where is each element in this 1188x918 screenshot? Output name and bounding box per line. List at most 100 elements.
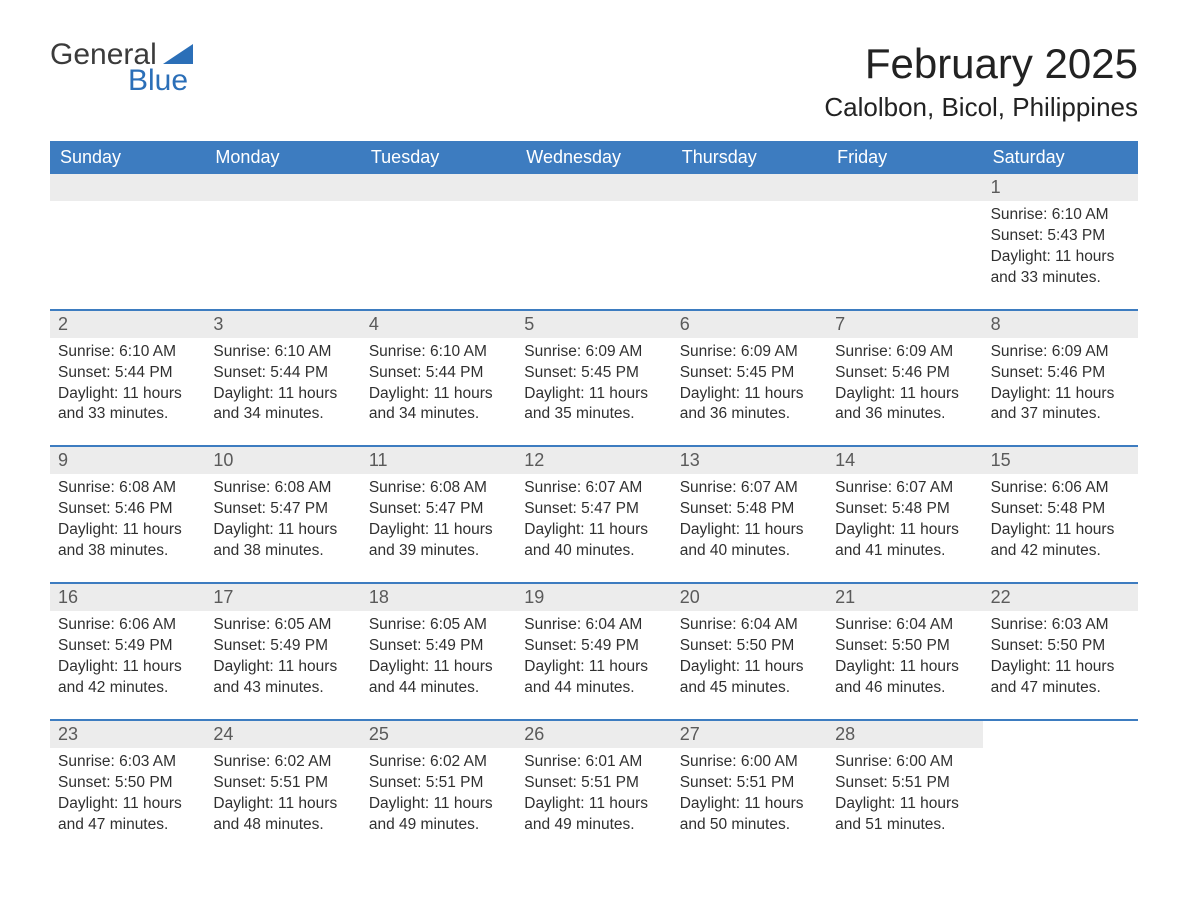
content-row: Sunrise: 6:03 AMSunset: 5:50 PMDaylight:… <box>50 748 1138 836</box>
day-content <box>205 201 360 289</box>
day-number: 23 <box>50 721 205 748</box>
day-number: 20 <box>672 584 827 611</box>
sunset-text: Sunset: 5:51 PM <box>369 773 508 794</box>
logo-triangle-icon <box>163 44 193 64</box>
day-number <box>827 174 982 201</box>
sunrise-text: Sunrise: 6:10 AM <box>213 342 352 363</box>
week-row: 1Sunrise: 6:10 AMSunset: 5:43 PMDaylight… <box>50 174 1138 289</box>
day-content <box>361 201 516 289</box>
sunset-text: Sunset: 5:49 PM <box>58 636 197 657</box>
daylight-text: Daylight: 11 hours and 38 minutes. <box>58 520 197 562</box>
day-content: Sunrise: 6:09 AMSunset: 5:45 PMDaylight:… <box>516 338 671 426</box>
day-number: 7 <box>827 311 982 338</box>
day-number <box>205 174 360 201</box>
daylight-text: Daylight: 11 hours and 40 minutes. <box>524 520 663 562</box>
daylight-text: Daylight: 11 hours and 47 minutes. <box>991 657 1130 699</box>
logo: General Blue <box>50 40 193 96</box>
daynum-strip: 9101112131415 <box>50 447 1138 474</box>
day-content: Sunrise: 6:03 AMSunset: 5:50 PMDaylight:… <box>983 611 1138 699</box>
sunrise-text: Sunrise: 6:03 AM <box>58 752 197 773</box>
weekday-cell: Friday <box>827 141 982 174</box>
day-number: 21 <box>827 584 982 611</box>
daylight-text: Daylight: 11 hours and 33 minutes. <box>58 384 197 426</box>
daylight-text: Daylight: 11 hours and 36 minutes. <box>680 384 819 426</box>
day-number: 10 <box>205 447 360 474</box>
day-number: 16 <box>50 584 205 611</box>
day-number: 6 <box>672 311 827 338</box>
logo-text-blue: Blue <box>128 66 193 96</box>
daylight-text: Daylight: 11 hours and 49 minutes. <box>369 794 508 836</box>
daylight-text: Daylight: 11 hours and 49 minutes. <box>524 794 663 836</box>
daylight-text: Daylight: 11 hours and 44 minutes. <box>369 657 508 699</box>
day-number <box>672 174 827 201</box>
daylight-text: Daylight: 11 hours and 40 minutes. <box>680 520 819 562</box>
sunset-text: Sunset: 5:51 PM <box>213 773 352 794</box>
weekday-cell: Sunday <box>50 141 205 174</box>
weekday-cell: Thursday <box>672 141 827 174</box>
weekday-cell: Saturday <box>983 141 1138 174</box>
day-content <box>50 201 205 289</box>
day-number: 9 <box>50 447 205 474</box>
month-title: February 2025 <box>824 40 1138 88</box>
daylight-text: Daylight: 11 hours and 34 minutes. <box>213 384 352 426</box>
daylight-text: Daylight: 11 hours and 51 minutes. <box>835 794 974 836</box>
day-number: 14 <box>827 447 982 474</box>
day-number: 3 <box>205 311 360 338</box>
sunrise-text: Sunrise: 6:07 AM <box>524 478 663 499</box>
day-content <box>983 748 1138 836</box>
day-number: 27 <box>672 721 827 748</box>
daylight-text: Daylight: 11 hours and 35 minutes. <box>524 384 663 426</box>
day-number: 1 <box>983 174 1138 201</box>
sunset-text: Sunset: 5:47 PM <box>369 499 508 520</box>
sunset-text: Sunset: 5:48 PM <box>835 499 974 520</box>
daylight-text: Daylight: 11 hours and 33 minutes. <box>991 247 1130 289</box>
sunrise-text: Sunrise: 6:02 AM <box>369 752 508 773</box>
daylight-text: Daylight: 11 hours and 38 minutes. <box>213 520 352 562</box>
sunset-text: Sunset: 5:47 PM <box>524 499 663 520</box>
day-number: 24 <box>205 721 360 748</box>
day-content: Sunrise: 6:06 AMSunset: 5:49 PMDaylight:… <box>50 611 205 699</box>
week-row: 232425262728Sunrise: 6:03 AMSunset: 5:50… <box>50 719 1138 836</box>
weekday-cell: Wednesday <box>516 141 671 174</box>
day-number: 12 <box>516 447 671 474</box>
sunrise-text: Sunrise: 6:05 AM <box>213 615 352 636</box>
day-number: 15 <box>983 447 1138 474</box>
sunrise-text: Sunrise: 6:08 AM <box>58 478 197 499</box>
weekday-header-row: SundayMondayTuesdayWednesdayThursdayFrid… <box>50 141 1138 174</box>
sunrise-text: Sunrise: 6:00 AM <box>835 752 974 773</box>
day-content: Sunrise: 6:01 AMSunset: 5:51 PMDaylight:… <box>516 748 671 836</box>
daylight-text: Daylight: 11 hours and 44 minutes. <box>524 657 663 699</box>
sunset-text: Sunset: 5:51 PM <box>835 773 974 794</box>
weeks-container: 1Sunrise: 6:10 AMSunset: 5:43 PMDaylight… <box>50 174 1138 835</box>
content-row: Sunrise: 6:10 AMSunset: 5:43 PMDaylight:… <box>50 201 1138 289</box>
day-content: Sunrise: 6:09 AMSunset: 5:46 PMDaylight:… <box>983 338 1138 426</box>
sunrise-text: Sunrise: 6:09 AM <box>835 342 974 363</box>
day-content <box>672 201 827 289</box>
day-content: Sunrise: 6:09 AMSunset: 5:46 PMDaylight:… <box>827 338 982 426</box>
day-content: Sunrise: 6:04 AMSunset: 5:49 PMDaylight:… <box>516 611 671 699</box>
day-content: Sunrise: 6:04 AMSunset: 5:50 PMDaylight:… <box>672 611 827 699</box>
sunset-text: Sunset: 5:46 PM <box>835 363 974 384</box>
daylight-text: Daylight: 11 hours and 48 minutes. <box>213 794 352 836</box>
sunrise-text: Sunrise: 6:07 AM <box>835 478 974 499</box>
day-content: Sunrise: 6:09 AMSunset: 5:45 PMDaylight:… <box>672 338 827 426</box>
sunrise-text: Sunrise: 6:09 AM <box>991 342 1130 363</box>
sunrise-text: Sunrise: 6:07 AM <box>680 478 819 499</box>
day-content: Sunrise: 6:08 AMSunset: 5:47 PMDaylight:… <box>205 474 360 562</box>
sunrise-text: Sunrise: 6:08 AM <box>213 478 352 499</box>
daylight-text: Daylight: 11 hours and 50 minutes. <box>680 794 819 836</box>
weekday-cell: Monday <box>205 141 360 174</box>
sunset-text: Sunset: 5:46 PM <box>58 499 197 520</box>
day-content: Sunrise: 6:10 AMSunset: 5:43 PMDaylight:… <box>983 201 1138 289</box>
day-number: 17 <box>205 584 360 611</box>
day-content: Sunrise: 6:07 AMSunset: 5:48 PMDaylight:… <box>672 474 827 562</box>
daylight-text: Daylight: 11 hours and 41 minutes. <box>835 520 974 562</box>
location-subtitle: Calolbon, Bicol, Philippines <box>824 92 1138 123</box>
day-number <box>50 174 205 201</box>
day-number: 19 <box>516 584 671 611</box>
day-content <box>516 201 671 289</box>
sunrise-text: Sunrise: 6:09 AM <box>524 342 663 363</box>
day-number: 22 <box>983 584 1138 611</box>
daynum-strip: 1 <box>50 174 1138 201</box>
daynum-strip: 16171819202122 <box>50 584 1138 611</box>
